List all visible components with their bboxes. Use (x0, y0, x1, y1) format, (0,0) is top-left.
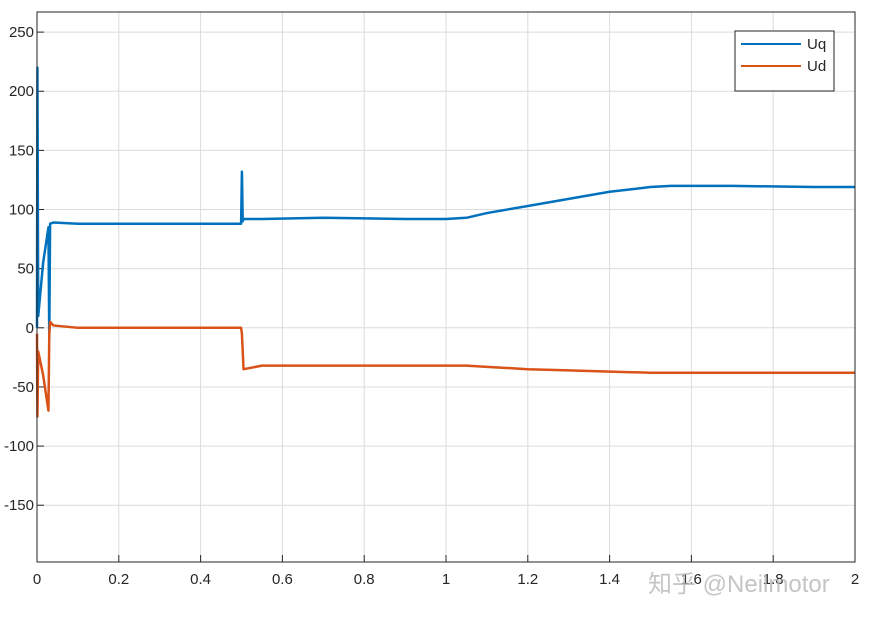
x-tick-label: 1.2 (517, 571, 538, 588)
x-tick-label: 2 (851, 571, 859, 588)
y-tick-label: 200 (9, 83, 34, 100)
watermark: 知乎 @Neilmotor (648, 571, 830, 598)
y-tick-label: 50 (17, 261, 34, 278)
x-tick-label: 0.6 (272, 571, 293, 588)
legend-label: Ud (807, 58, 826, 75)
data-line (35, 66, 855, 341)
y-tick-label: 150 (9, 142, 34, 159)
y-tick-label: 250 (9, 24, 34, 41)
x-tick-label: 0.8 (354, 571, 375, 588)
x-tick-label: 0 (33, 571, 41, 588)
legend-box (734, 30, 835, 92)
y-tick-label: -100 (4, 438, 34, 455)
x-tick-label: 1 (442, 571, 450, 588)
legend-label: Uq (807, 36, 826, 53)
y-tick-label: -50 (12, 379, 34, 396)
data-line (35, 320, 855, 418)
x-tick-label: 1.6 (681, 571, 702, 588)
y-tick-label: 100 (9, 202, 34, 219)
x-tick-label: 0.2 (108, 571, 129, 588)
plot-frame (36, 11, 856, 563)
y-tick-label: 0 (26, 320, 34, 337)
x-tick-label: 0.4 (190, 571, 211, 588)
y-tick-label: -150 (4, 497, 34, 514)
x-tick-label: 1.4 (599, 571, 620, 588)
x-tick-label: 1.8 (763, 571, 784, 588)
